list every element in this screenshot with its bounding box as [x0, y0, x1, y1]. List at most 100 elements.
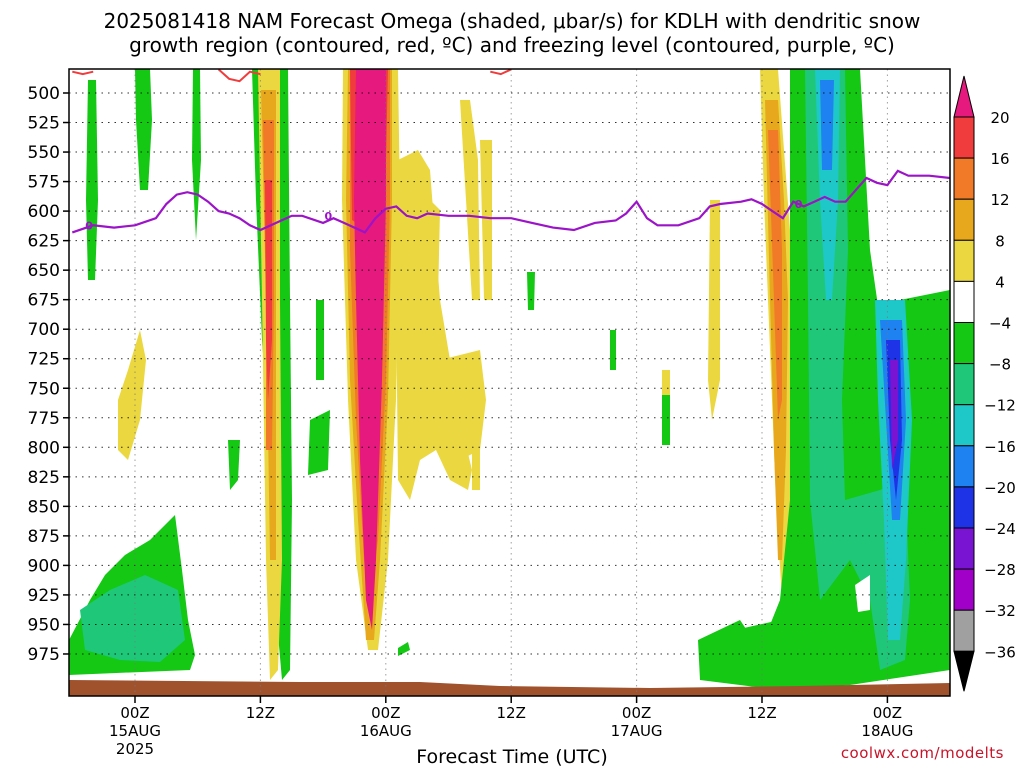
- colorbar-label-4: 4: [995, 273, 1005, 291]
- omega-shading: [69, 69, 950, 696]
- y-tick-label-500: 500: [28, 84, 60, 104]
- omega-region-44: [855, 575, 870, 612]
- ground-surface: [69, 680, 950, 696]
- omega-region-1: [80, 575, 185, 662]
- dgz-contour-1: [217, 69, 261, 83]
- y-tick-label-800: 800: [28, 438, 60, 458]
- omega-region-40: [820, 80, 834, 170]
- y-tick-label-900: 900: [28, 556, 60, 576]
- omega-region-27: [662, 380, 670, 445]
- x-date-label-48: 17AUG: [611, 722, 663, 740]
- x-date-label-72: 18AUG: [861, 722, 913, 740]
- chart-title-line-1: 2025081418 NAM Forecast Omega (shaded, μ…: [103, 9, 921, 33]
- colorbar-label-1: 16: [990, 150, 1009, 168]
- y-tick-label-725: 725: [28, 350, 60, 370]
- y-tick-label-850: 850: [28, 497, 60, 517]
- colorbar-label-2: 12: [990, 191, 1009, 209]
- colorbar-box-10: [953, 486, 975, 529]
- colorbar-label-8: −16: [984, 438, 1016, 456]
- y-tick-label-700: 700: [28, 320, 60, 340]
- colorbar: 20 16 12 8 4 −4 −8 −12 −16 −20 −24 −28 −32 −36: [953, 75, 1016, 692]
- x-tick-label-48: 00Z: [622, 704, 651, 722]
- omega-region-5: [118, 330, 146, 460]
- colorbar-label-11: −28: [984, 561, 1016, 579]
- chart-title-line-2: growth region (contoured, red, ºC) and f…: [129, 33, 895, 57]
- omega-region-25: [527, 272, 535, 310]
- colorbar-box-13: [953, 609, 975, 652]
- freezing-level-line: [71, 169, 950, 234]
- colorbar-box-1: [953, 116, 975, 159]
- omega-region-43: [735, 620, 785, 668]
- dgz-contour-2: [490, 69, 512, 76]
- omega-region-20: [430, 200, 440, 300]
- omega-region-11: [228, 440, 240, 490]
- omega-region-18: [354, 69, 386, 630]
- y-tick-label-950: 950: [28, 615, 60, 635]
- x-tick-label-0: 00Z: [120, 704, 149, 722]
- colorbar-label-10: −24: [984, 520, 1016, 538]
- site-credit: coolwx.com/modelts: [840, 744, 1004, 762]
- colorbar-box-6: [953, 322, 975, 365]
- colorbar-label-6: −8: [989, 356, 1011, 374]
- freezing-level-label-1: 0: [324, 210, 332, 223]
- y-tick-label-975: 975: [28, 645, 60, 665]
- colorbar-label-5: −4: [989, 315, 1011, 333]
- colorbar-label-12: −32: [984, 602, 1016, 620]
- omega-region-24: [398, 642, 410, 656]
- x-tick-label-12: 12Z: [246, 704, 275, 722]
- colorbar-box-3: [953, 198, 975, 241]
- x-date-label-24: 16AUG: [360, 722, 412, 740]
- colorbar-box-12: [953, 568, 975, 611]
- colorbar-label-13: −36: [984, 643, 1016, 661]
- colorbar-label-0: 20: [990, 109, 1009, 127]
- y-axis: 500 525 550 575 600 625 650 675 700 725 750 775 800 8…: [28, 84, 69, 665]
- omega-region-4: [192, 69, 201, 240]
- omega-region-2: [86, 80, 98, 280]
- y-tick-label-875: 875: [28, 527, 60, 547]
- omega-region-10: [265, 180, 272, 400]
- colorbar-box-5: [953, 280, 975, 323]
- grid-lines: [69, 69, 950, 696]
- x-tick-label-60: 12Z: [747, 704, 776, 722]
- omega-region-12: [316, 300, 324, 380]
- y-tick-label-825: 825: [28, 468, 60, 488]
- x-tick-label-24: 00Z: [371, 704, 400, 722]
- y-tick-label-925: 925: [28, 586, 60, 606]
- x-year-label-0: 2025: [116, 740, 154, 758]
- x-tick-label-36: 12Z: [497, 704, 526, 722]
- omega-region-28: [662, 370, 670, 395]
- x-date-label-0: 15AUG: [109, 722, 161, 740]
- colorbar-box-7: [953, 363, 975, 406]
- x-tick-label-72: 00Z: [873, 704, 902, 722]
- colorbar-box-9: [953, 445, 975, 488]
- omega-region-33: [768, 130, 782, 420]
- omega-region-29: [708, 200, 720, 420]
- y-tick-label-575: 575: [28, 173, 60, 193]
- plot-frame: [68, 68, 951, 697]
- omega-region-42: [890, 360, 898, 470]
- colorbar-label-3: 8: [995, 232, 1005, 250]
- omega-region-22: [480, 140, 492, 300]
- colorbar-top-arrow: [953, 75, 975, 118]
- y-tick-label-750: 750: [28, 379, 60, 399]
- freezing-level-label-2: 0: [795, 198, 803, 211]
- colorbar-bottom-arrow: [953, 650, 975, 692]
- colorbar-box-11: [953, 527, 975, 570]
- omega-region-30: [472, 400, 480, 490]
- colorbar-label-9: −20: [984, 479, 1016, 497]
- y-tick-label-525: 525: [28, 114, 60, 134]
- y-tick-label-600: 600: [28, 202, 60, 222]
- omega-region-3: [135, 69, 152, 190]
- freezing-level-label-0: 0: [85, 219, 93, 232]
- dgz-contour-0: [72, 70, 94, 76]
- y-tick-label-675: 675: [28, 291, 60, 311]
- y-tick-label-650: 650: [28, 261, 60, 281]
- y-tick-label-625: 625: [28, 232, 60, 252]
- omega-region-26: [610, 330, 616, 370]
- colorbar-box-2: [953, 157, 975, 200]
- omega-region-13: [308, 410, 330, 475]
- y-tick-label-775: 775: [28, 409, 60, 429]
- colorbar-box-8: [953, 404, 975, 447]
